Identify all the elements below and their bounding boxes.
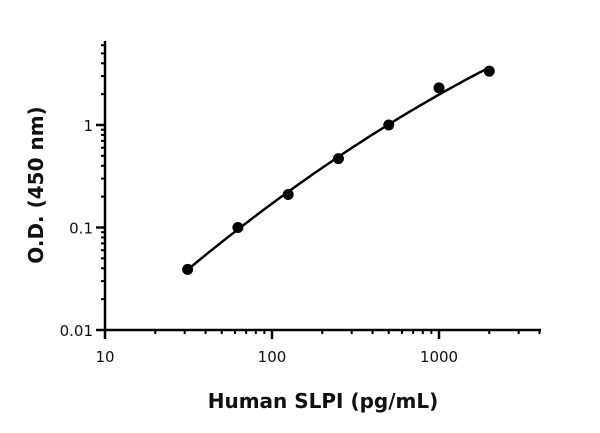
ticks bbox=[96, 44, 541, 339]
data-point bbox=[232, 222, 244, 233]
data-point bbox=[433, 82, 445, 94]
x-tick-label: 10 bbox=[95, 348, 114, 366]
x-tick-label: 100 bbox=[258, 348, 287, 366]
y-tick-label: 0.1 bbox=[69, 220, 93, 238]
tick-labels: 10 100 1000 0.01 0.1 1 bbox=[60, 117, 459, 366]
data-points bbox=[182, 65, 495, 275]
data-point bbox=[182, 263, 194, 275]
y-axis-title: O.D. (450 nm) bbox=[24, 106, 48, 263]
fit-curve bbox=[186, 66, 490, 271]
x-tick-label: 1000 bbox=[420, 348, 458, 366]
x-axis-title: Human SLPI (pg/mL) bbox=[208, 389, 439, 413]
data-point bbox=[332, 153, 344, 165]
y-tick-label: 1 bbox=[83, 117, 93, 135]
axes bbox=[103, 41, 541, 332]
y-tick-label: 0.01 bbox=[60, 322, 93, 340]
data-point bbox=[282, 188, 294, 200]
data-point bbox=[383, 119, 395, 131]
data-point bbox=[483, 65, 495, 77]
